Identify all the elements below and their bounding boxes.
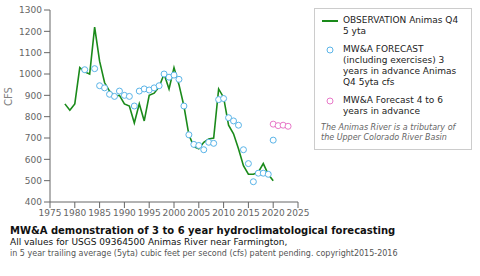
html-text:MW&A FORECAST (including exerc: MW&A FORECAST (including exercises) 3 ye… (343, 43, 457, 88)
svg-text:1000: 1000 (19, 69, 42, 79)
svg-text:800: 800 (25, 112, 42, 122)
svg-text:500: 500 (25, 176, 42, 186)
svg-text:1995: 1995 (138, 208, 161, 218)
html-text:MW&A demonstration of 3 to 6 y: MW&A demonstration of 3 to 6 year hydroc… (10, 225, 396, 236)
svg-text:1980: 1980 (63, 208, 86, 218)
svg-text:600: 600 (25, 155, 42, 165)
svg-text:2025: 2025 (287, 208, 310, 218)
svg-text:1100: 1100 (19, 48, 42, 58)
svg-text:1990: 1990 (113, 208, 136, 218)
html-text:All values for USGS 09364500 A: All values for USGS 09364500 Animas Rive… (10, 237, 288, 247)
svg-text:2015: 2015 (237, 208, 260, 218)
svg-text:1300: 1300 (19, 5, 42, 15)
svg-text:2010: 2010 (212, 208, 235, 218)
svg-text:400: 400 (25, 197, 42, 207)
html-text:in 5 year trailing average (5y: in 5 year trailing average (5yta) cubic … (10, 248, 398, 258)
svg-text:1985: 1985 (88, 208, 111, 218)
svg-text:700: 700 (25, 133, 42, 143)
svg-text:2020: 2020 (262, 208, 285, 218)
svg-text:2005: 2005 (187, 208, 210, 218)
svg-text:1200: 1200 (19, 27, 42, 37)
svg-text:1975: 1975 (39, 208, 62, 218)
svg-text:2000: 2000 (163, 208, 186, 218)
html-text:The Animas River is a tributar: The Animas River is a tributary of the U… (321, 123, 456, 142)
html-text:OBSERVATION Animas Q4 5 yta: OBSERVATION Animas Q4 5 yta (343, 15, 459, 37)
svg-text:900: 900 (25, 91, 42, 101)
html-text:MW&A Forecast 4 to 6 years in: MW&A Forecast 4 to 6 years in advance (343, 94, 443, 116)
svg-text:CFS: CFS (8, 87, 14, 106)
